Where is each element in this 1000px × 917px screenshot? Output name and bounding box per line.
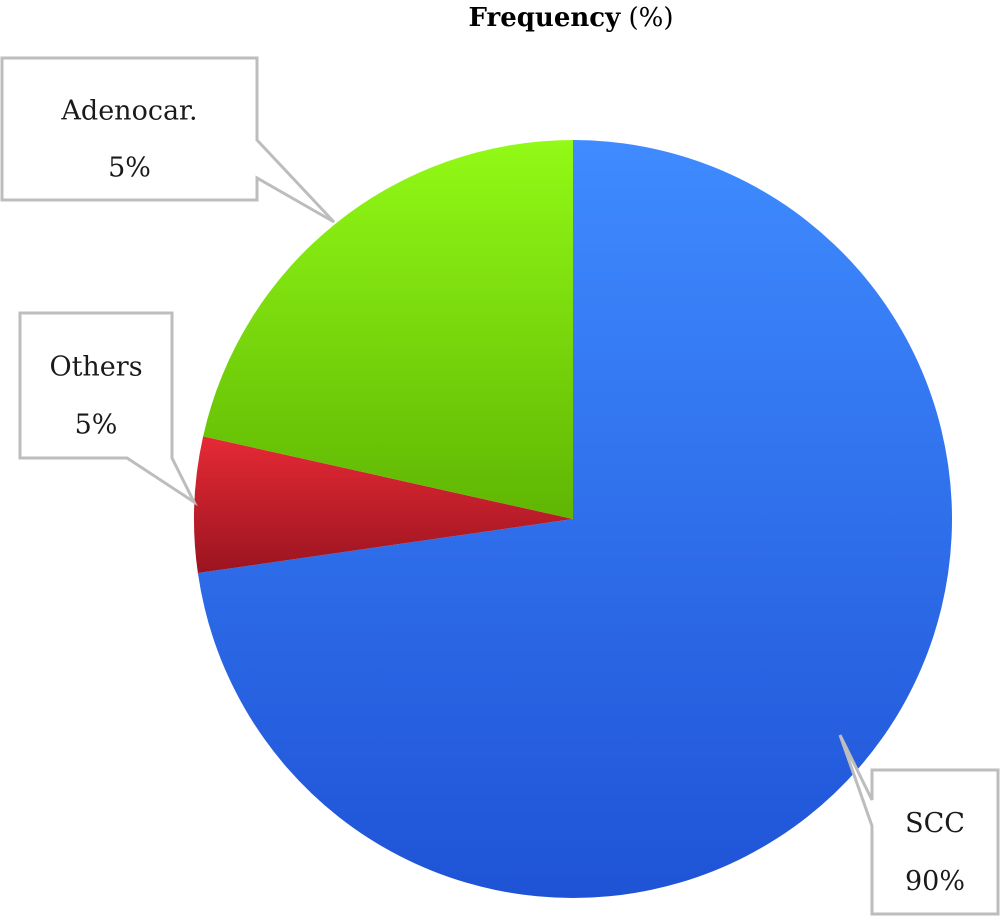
chart-title-unit: (%) (628, 3, 674, 33)
slice-value-label-scc: 90% (905, 866, 965, 897)
slice-label-adenocar: Adenocar. (60, 95, 197, 126)
callout-box-scc (838, 734, 1000, 916)
callout-box-adenocar (0, 56, 336, 224)
callout-scc: SCC 90% (838, 734, 1000, 916)
slice-value-label-others: 5% (75, 410, 118, 441)
callout-adenocar: Adenocar. 5% (0, 56, 336, 224)
pie-slice-scc (197, 140, 952, 898)
callout-box-others (18, 311, 198, 507)
slice-value-label-adenocar: 5% (108, 152, 151, 183)
chart-title-main: Frequency (468, 3, 621, 33)
pie-slice-adenocar (203, 139, 573, 519)
slice-label-others: Others (49, 352, 142, 383)
callout-others: Others 5% (18, 311, 198, 507)
chart-title: Frequency (%) (0, 0, 1000, 36)
pie-slice-others (193, 436, 573, 574)
slice-label-scc: SCC (905, 808, 965, 839)
